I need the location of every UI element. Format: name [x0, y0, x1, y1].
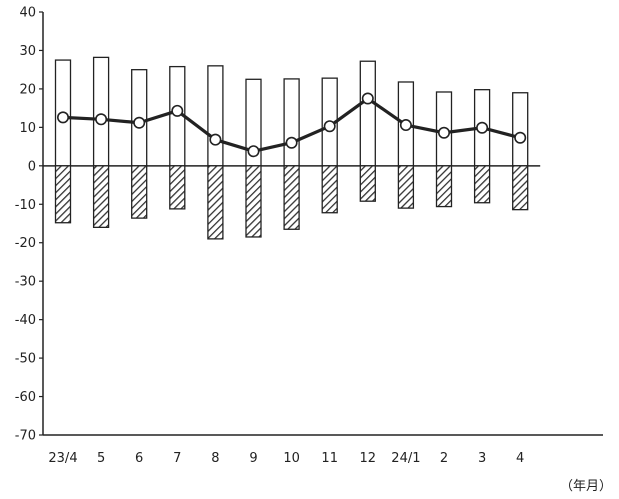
x-tick-labels: 23/4 5 6 7 8 9 10 11 12 24/1 2 3 4: [48, 451, 524, 466]
bar-negative-hatched: [397, 165, 415, 209]
bar-negative-hatched: [54, 165, 72, 224]
bar-positive: [283, 78, 300, 167]
y-tick-label: -50: [15, 352, 36, 367]
line-point: [209, 133, 222, 146]
x-tick-label: 24/1: [391, 451, 420, 466]
x-tick-label: 3: [478, 451, 486, 466]
x-tick-label: 4: [516, 451, 524, 466]
line-point: [323, 120, 336, 133]
bar-positive: [207, 65, 224, 167]
y-tick-label: 20: [19, 82, 36, 97]
line-point: [95, 113, 108, 126]
y-tick-label: 40: [19, 6, 36, 21]
line-point: [437, 126, 450, 139]
y-tick-label: -40: [15, 313, 36, 328]
y-tick-label: -10: [15, 198, 36, 213]
line-point: [247, 145, 260, 158]
bar-negative-hatched: [207, 165, 224, 240]
x-tick-label: 12: [360, 451, 377, 466]
line-point: [399, 119, 412, 132]
line-point: [171, 104, 184, 117]
y-tick-label: -70: [15, 429, 36, 444]
x-tick-label: 10: [283, 451, 300, 466]
x-tick-label: 23/4: [48, 451, 77, 466]
line-point: [514, 131, 527, 144]
x-tick-label: 8: [211, 451, 219, 466]
y-tick-labels: 40 30 20 10 0 -10 -20 -30 -40 -50 -60 -70: [15, 6, 36, 444]
bar-negative-hatched: [92, 165, 110, 228]
bar-negative-hatched: [283, 165, 300, 230]
bars: [54, 56, 529, 240]
bar-positive: [512, 92, 529, 167]
bar-negative-hatched: [512, 165, 529, 211]
y-tick-label: -30: [15, 275, 36, 290]
y-tick-label: -60: [15, 390, 36, 405]
x-tick-label: 11: [321, 451, 338, 466]
line-point: [285, 136, 298, 149]
line-point: [476, 121, 489, 134]
line-series: [56, 92, 527, 158]
x-tick-label: 2: [440, 451, 448, 466]
bar-negative-hatched: [321, 165, 338, 214]
line-point: [56, 111, 69, 124]
bar-negative-hatched: [245, 165, 262, 238]
bar-negative-hatched: [359, 165, 376, 202]
x-tick-label: 5: [97, 451, 105, 466]
bar-positive: [92, 56, 110, 167]
bar-negative-hatched: [435, 165, 453, 208]
y-tick-label: 10: [19, 121, 36, 136]
y-tick-label: -20: [15, 236, 36, 251]
bar-positive: [359, 60, 376, 167]
y-tick-label: 30: [19, 44, 36, 59]
x-tick-label: 7: [173, 451, 181, 466]
bar-negative-hatched: [169, 165, 186, 210]
axes: [39, 11, 603, 436]
line-point: [133, 116, 146, 129]
x-tick-label: 9: [249, 451, 257, 466]
y-tick-label: 0: [28, 159, 36, 174]
line-point: [361, 92, 374, 105]
x-axis-unit-label: （年月）: [560, 479, 612, 494]
x-tick-label: 6: [135, 451, 143, 466]
bar-negative-hatched: [473, 165, 491, 204]
bar-negative-hatched: [131, 165, 148, 219]
